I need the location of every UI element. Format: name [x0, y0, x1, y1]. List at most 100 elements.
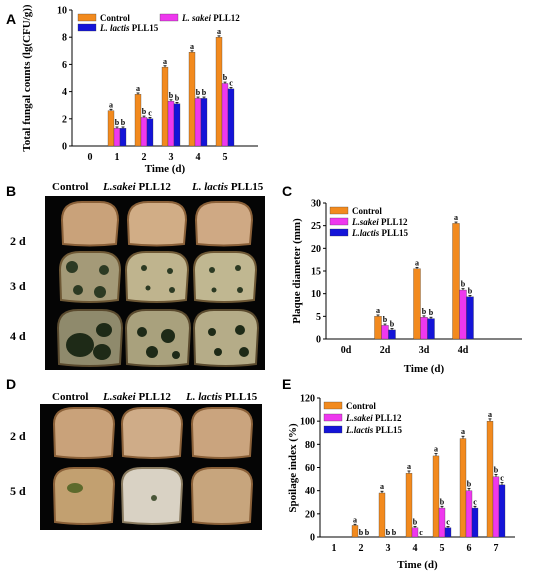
photo-b-header-sakei: L.sakei PLL12 — [102, 181, 171, 193]
bar-E-0-6 — [486, 421, 494, 538]
y-tick-label: 0 — [310, 533, 315, 544]
bar-A-2-5 — [227, 88, 235, 147]
significance-letter: b — [383, 315, 388, 324]
mold-spot-control-5d — [67, 483, 83, 493]
significance-letter: a — [461, 427, 465, 436]
photo-d-header-sakei: L.sakei PLL12 — [102, 391, 171, 403]
bar-E-0-5 — [459, 438, 467, 538]
significance-letter: c — [229, 79, 233, 88]
bread-slice-lactis-2d-d — [190, 407, 254, 459]
significance-letter: b — [461, 280, 466, 289]
photo-d-header-control: Control — [52, 391, 88, 403]
panel-label-e: E — [282, 376, 291, 392]
significance-letter: a — [109, 100, 113, 109]
y-axis-label: Spoilage index (%) — [287, 423, 299, 513]
x-axis-label: Time (d) — [397, 559, 438, 571]
bar-E-0-1 — [351, 525, 359, 538]
bar-E-0-4 — [432, 455, 440, 538]
x-tick-label: 3 — [386, 543, 391, 554]
bar-A-1-1 — [113, 128, 121, 147]
y-tick-label: 0 — [316, 335, 321, 346]
x-tick-label: 2d — [380, 345, 391, 356]
bread-slice-control-2d — [60, 201, 120, 247]
photo-b-row-4d: 4 d — [10, 329, 26, 343]
legend-swatch — [323, 401, 343, 410]
bar-C-0-1 — [374, 316, 382, 340]
bread-slice-lactis-2d — [194, 201, 254, 247]
significance-letter: b — [390, 320, 395, 329]
bar-E-2-4 — [444, 527, 452, 538]
legend-label: L.sakei PLL12 — [345, 413, 402, 423]
bread-slice-sakei-2d-d — [120, 407, 184, 459]
significance-letter: b — [468, 286, 473, 295]
significance-letter: a — [353, 515, 357, 524]
x-tick-label: 1 — [332, 543, 337, 554]
significance-letter: c — [419, 528, 423, 537]
y-tick-label: 20 — [311, 244, 321, 255]
y-tick-label: 8 — [62, 33, 67, 44]
significance-letter: a — [163, 57, 167, 66]
photo-panel-d: Control L.sakei PLL12 L. lactis PLL15 2 … — [10, 391, 262, 530]
y-tick-label: 25 — [311, 221, 321, 232]
x-tick-label: 5 — [223, 152, 228, 163]
significance-letter: b — [429, 308, 434, 317]
bar-C-0-2 — [413, 268, 421, 340]
significance-letter: a — [190, 42, 194, 51]
bread-slice-control-5d-d — [52, 467, 116, 525]
significance-letter: c — [446, 518, 450, 527]
significance-letter: b — [392, 528, 397, 537]
y-tick-label: 80 — [305, 440, 315, 451]
legend-label: L.lactis PLL15 — [351, 228, 409, 238]
bread-slice-lactis-3d — [192, 251, 258, 303]
significance-letter: a — [380, 482, 384, 491]
x-tick-label: 3d — [419, 345, 430, 356]
legend-label: L. lactis PLL15 — [99, 23, 159, 33]
significance-letter: b — [467, 479, 472, 488]
x-tick-label: 4 — [413, 543, 418, 554]
significance-letter: b — [359, 528, 364, 537]
significance-letter: b — [494, 465, 499, 474]
y-tick-label: 6 — [62, 60, 67, 71]
legend-swatch — [77, 23, 97, 32]
mold-spot-sakei-5d — [151, 495, 157, 501]
y-tick-label: 120 — [300, 394, 315, 405]
bar-A-2-2 — [146, 118, 154, 147]
x-tick-label: 5 — [440, 543, 445, 554]
bar-A-1-4 — [194, 98, 202, 147]
x-tick-label: 1 — [115, 152, 120, 163]
bar-E-1-3 — [411, 527, 419, 538]
panel-label-b: B — [6, 183, 16, 199]
significance-letter: b — [169, 91, 174, 100]
y-tick-label: 2 — [62, 114, 67, 125]
bar-C-1-3 — [459, 289, 467, 340]
significance-letter: b — [223, 73, 228, 82]
bread-slice-sakei-2d — [126, 201, 188, 247]
y-tick-label: 40 — [305, 486, 315, 497]
bar-E-1-5 — [465, 490, 473, 538]
photo-b-row-3d: 3 d — [10, 279, 26, 293]
legend-label: Control — [346, 401, 376, 411]
significance-letter: a — [488, 410, 492, 419]
bar-A-1-2 — [140, 117, 148, 147]
legend-swatch — [323, 425, 343, 434]
bar-A-2-1 — [119, 128, 127, 147]
y-tick-label: 0 — [62, 142, 67, 153]
bread-slice-control-2d-d — [52, 407, 116, 459]
significance-letter: a — [415, 258, 419, 267]
bar-C-1-1 — [381, 325, 389, 340]
significance-letter: c — [473, 497, 477, 506]
bar-A-1-5 — [221, 83, 229, 147]
bar-A-0-2 — [134, 94, 142, 147]
x-axis-label: Time (d) — [145, 163, 186, 175]
x-tick-label: 0 — [88, 152, 93, 163]
legend-swatch — [329, 206, 349, 215]
significance-letter: a — [454, 213, 458, 222]
photo-b-header-control: Control — [52, 181, 88, 193]
photo-panel-b: Control L.sakei PLL12 L. lactis PLL15 2 … — [10, 181, 265, 370]
bread-slice-lactis-4d — [192, 309, 260, 367]
legend-label: L.sakei PLL12 — [351, 217, 408, 227]
legend-swatch — [329, 228, 349, 237]
bar-A-0-1 — [107, 110, 115, 147]
